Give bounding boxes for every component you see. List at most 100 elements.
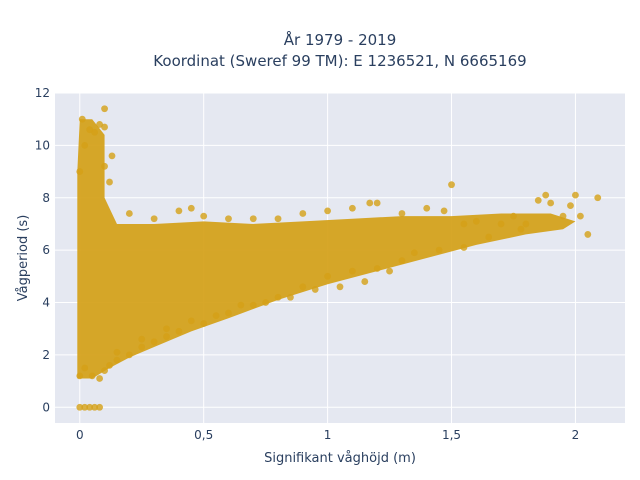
data-point [572, 191, 579, 199]
data-point [517, 225, 525, 233]
data-point [187, 204, 195, 212]
y-tick-label: 8 [42, 191, 50, 205]
data-point [91, 128, 99, 136]
x-tick-label: 1 [324, 428, 332, 442]
data-point [175, 327, 183, 335]
data-point [435, 246, 443, 254]
data-point [101, 123, 108, 131]
x-tick-label: 2 [572, 428, 580, 442]
data-point [175, 207, 183, 215]
data-point [81, 403, 89, 411]
data-point [78, 115, 86, 123]
y-tick-label: 10 [35, 138, 50, 152]
data-point [96, 375, 104, 382]
x-axis-title: Signifikant våghöjd (m) [264, 451, 416, 466]
data-points [76, 105, 602, 411]
data-point [76, 168, 84, 175]
data-point [373, 199, 381, 207]
data-point [485, 233, 493, 241]
x-tick-label: 1,5 [442, 428, 461, 442]
x-tick-label: 0,5 [194, 428, 213, 442]
data-point [96, 403, 104, 411]
data-point [150, 215, 158, 223]
data-point [274, 293, 282, 301]
data-point [150, 338, 158, 346]
data-point [398, 210, 406, 217]
data-point [497, 220, 505, 228]
data-point [440, 207, 448, 215]
data-point [287, 293, 294, 301]
data-point [113, 356, 121, 364]
data-point [386, 267, 393, 275]
data-point [299, 283, 307, 291]
data-point [348, 267, 356, 275]
data-point [163, 325, 170, 333]
data-point [212, 312, 220, 320]
data-point [534, 196, 542, 204]
data-point [262, 299, 270, 306]
chart-title-line-1: År 1979 - 2019 [284, 30, 397, 49]
data-point [225, 309, 232, 317]
data-point [460, 244, 468, 251]
data-point [200, 212, 208, 220]
data-point [472, 217, 480, 225]
data-point [510, 212, 517, 220]
data-point [559, 212, 567, 220]
data-point [225, 215, 232, 223]
data-point [138, 343, 146, 351]
data-point [163, 333, 170, 340]
data-point [522, 220, 530, 228]
data-point [138, 335, 146, 343]
data-point [324, 207, 332, 215]
data-point [410, 249, 418, 257]
data-point [125, 351, 133, 359]
data-point [76, 372, 84, 380]
point-cloud [77, 119, 576, 379]
x-tick-label: 0 [76, 428, 84, 442]
data-point [448, 181, 455, 189]
data-point [361, 278, 369, 285]
data-point [547, 199, 555, 207]
data-point [187, 317, 195, 325]
y-tick-label: 12 [35, 86, 50, 100]
data-point [125, 210, 133, 217]
data-point [311, 286, 319, 293]
data-point [584, 231, 592, 238]
data-point [101, 105, 108, 113]
data-point [249, 301, 257, 309]
data-point [398, 257, 406, 265]
data-point [542, 191, 550, 199]
data-point [81, 364, 89, 372]
data-point [460, 220, 468, 228]
data-point [88, 372, 96, 380]
data-point [106, 178, 113, 186]
data-point [108, 152, 116, 160]
y-tick-label: 4 [42, 296, 50, 310]
data-point [366, 199, 374, 207]
data-point [249, 215, 257, 223]
chart-title-line-2: Koordinat (Sweref 99 TM): E 1236521, N 6… [153, 52, 526, 70]
y-tick-label: 0 [42, 400, 50, 414]
data-point [101, 162, 108, 170]
data-point [576, 212, 584, 220]
data-point [86, 403, 94, 411]
data-point [101, 367, 108, 375]
data-point [237, 301, 245, 309]
data-point [76, 403, 84, 411]
data-point [106, 361, 113, 369]
point-cloud-body [77, 119, 576, 379]
data-point [348, 204, 356, 212]
data-point [423, 204, 431, 212]
data-point [324, 272, 332, 280]
y-tick-label: 6 [42, 243, 50, 257]
data-point [91, 403, 99, 411]
data-point [567, 202, 574, 210]
axis-ticks: 0 0,5 1 1,5 2 0 2 4 6 8 10 12 [35, 86, 580, 442]
y-tick-label: 2 [42, 348, 50, 362]
data-point [113, 348, 121, 356]
data-point [274, 215, 282, 223]
data-point [336, 283, 344, 291]
data-point [373, 265, 381, 272]
y-axis-title: Vågperiod (s) [16, 215, 31, 302]
